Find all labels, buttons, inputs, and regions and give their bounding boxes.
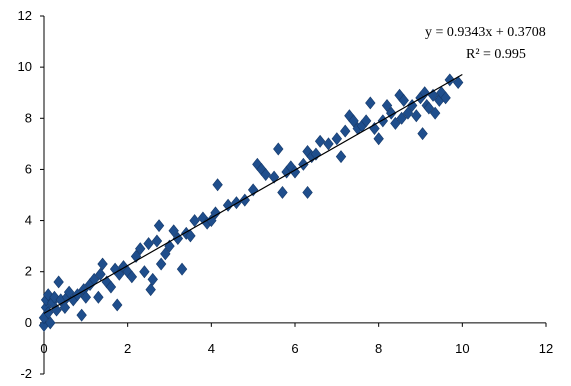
y-tick-label: -2: [20, 366, 32, 381]
data-point: [417, 127, 428, 141]
axes: [40, 15, 547, 375]
data-point: [153, 219, 165, 233]
data-point: [210, 206, 221, 220]
data-point: [63, 285, 75, 299]
y-tick-label: 12: [18, 8, 32, 23]
data-point: [444, 73, 455, 87]
data-point: [373, 132, 384, 146]
data-point: [298, 157, 309, 171]
data-point: [310, 147, 322, 161]
data-point: [80, 290, 92, 304]
data-point: [212, 178, 223, 192]
data-point: [340, 124, 351, 138]
x-tick-label: 12: [539, 341, 553, 356]
data-point: [105, 280, 117, 294]
data-point: [95, 267, 106, 281]
data-point: [76, 308, 87, 322]
data-point: [49, 290, 60, 304]
data-point: [423, 101, 435, 115]
data-point: [411, 109, 422, 123]
x-tick-label: 2: [124, 341, 131, 356]
data-points: [38, 73, 464, 332]
data-point: [59, 301, 71, 314]
data-point: [452, 76, 464, 89]
x-tick-label: 8: [375, 341, 382, 356]
data-point: [42, 288, 54, 302]
data-point: [314, 134, 326, 148]
data-point: [222, 198, 234, 212]
y-tick-label: 4: [25, 213, 32, 228]
data-point: [396, 111, 407, 125]
data-point: [429, 106, 441, 120]
data-point: [151, 234, 163, 248]
data-point: [381, 99, 393, 112]
x-tick-label: 10: [455, 341, 469, 356]
tick-labels: -2 0 2 4 6 8 10 12 0 2 4 6 8 10 12: [18, 8, 554, 381]
data-point: [139, 265, 150, 279]
data-point: [260, 168, 271, 182]
data-point: [402, 106, 414, 120]
trendline-group: [43, 73, 463, 314]
data-point: [155, 257, 167, 271]
data-point: [377, 114, 389, 128]
data-point: [335, 150, 347, 164]
data-point: [302, 185, 313, 199]
data-point: [323, 137, 334, 151]
data-point: [143, 237, 154, 251]
data-point: [231, 196, 242, 210]
data-point: [331, 132, 343, 146]
data-point: [176, 262, 188, 276]
trendline-equation: y = 0.9343x + 0.3708: [425, 25, 546, 40]
data-point: [206, 214, 217, 228]
trendline: [43, 73, 463, 314]
data-point: [185, 229, 196, 243]
y-tick-label: 8: [25, 110, 32, 125]
data-point: [277, 185, 288, 199]
data-point: [390, 116, 401, 130]
data-point: [112, 298, 123, 312]
data-point: [160, 247, 171, 261]
data-point: [348, 114, 359, 128]
y-tick-label: 2: [25, 264, 32, 279]
data-point: [440, 91, 451, 105]
y-tick-label: 6: [25, 161, 32, 176]
x-tick-label: 4: [208, 341, 215, 356]
data-point: [53, 275, 64, 289]
data-point: [126, 270, 138, 284]
data-point: [168, 224, 179, 238]
x-tick-label: 0: [40, 341, 47, 356]
data-point: [147, 272, 158, 286]
data-point: [247, 183, 259, 197]
data-point: [189, 214, 200, 228]
data-point: [93, 290, 104, 304]
data-point: [365, 96, 376, 110]
y-tick-label: 10: [18, 59, 32, 74]
trendline-r2: R² = 0.995: [466, 47, 526, 62]
data-point: [398, 93, 409, 107]
data-point: [45, 316, 56, 330]
data-point: [360, 114, 372, 128]
data-point: [273, 142, 284, 156]
data-point: [135, 242, 146, 256]
data-point: [406, 99, 418, 112]
data-point: [419, 86, 430, 100]
x-tick-label: 6: [291, 341, 298, 356]
y-tick-label: 0: [25, 315, 32, 330]
data-point: [239, 193, 250, 207]
data-point: [172, 231, 184, 245]
data-point: [97, 257, 108, 271]
data-point: [145, 283, 156, 297]
